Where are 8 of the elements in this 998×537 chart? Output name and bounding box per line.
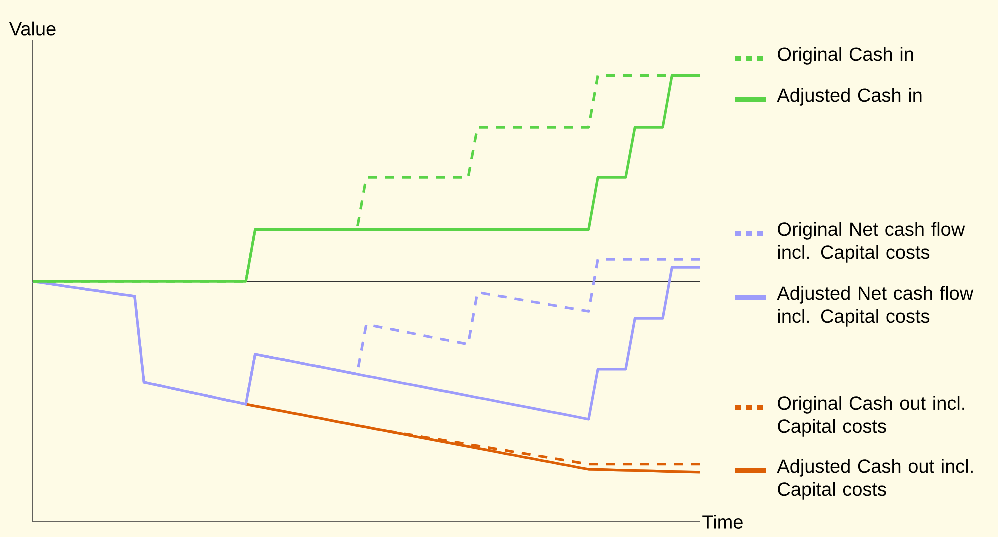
legend-label: Original Cash in (778, 47, 914, 65)
legend-label: Adjusted Net cash flow incl. Capital costs (777, 286, 974, 327)
x-axis-title: Time (702, 515, 743, 529)
legend-label: Adjusted Cash in (777, 88, 922, 106)
legend-label: Original Net cash flow incl. Capital costs (778, 222, 966, 263)
legend-label: Original Cash out incl. Capital costs (778, 396, 964, 437)
y-axis-title: Value (10, 22, 56, 36)
legend-label: Adjusted Cash out incl. Capital costs (777, 459, 973, 500)
